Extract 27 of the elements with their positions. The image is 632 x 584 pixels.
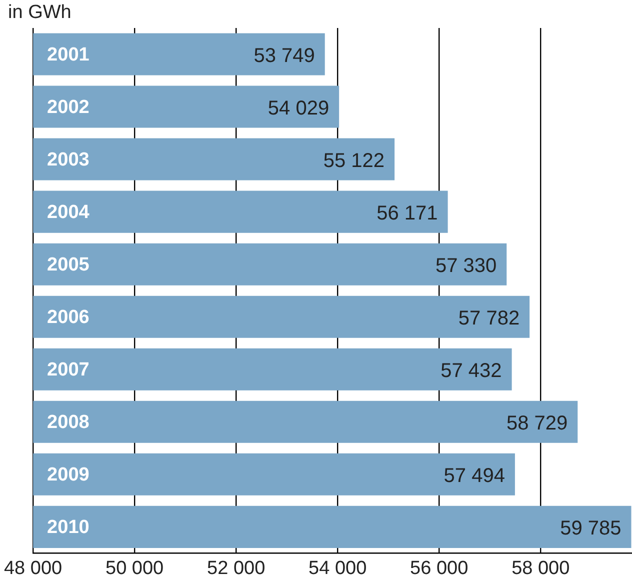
- y-tick-label: 2004: [47, 202, 90, 224]
- data-label: 57 330: [435, 254, 497, 277]
- x-tick-label: 58 000: [512, 558, 570, 579]
- y-tick-label: 2010: [47, 517, 90, 538]
- data-label: 53 749: [254, 44, 315, 67]
- y-tick-label: 2006: [47, 307, 90, 328]
- data-label: 59 785: [560, 517, 622, 540]
- y-tick-label: 2008: [47, 412, 90, 434]
- y-tick-label: 2003: [47, 150, 90, 171]
- y-tick-label: 2005: [47, 254, 90, 276]
- x-tick-label: 50 000: [106, 558, 164, 579]
- x-axis-title: in GWh: [8, 2, 72, 24]
- x-tick-label: 52 000: [207, 558, 266, 579]
- data-label: 57 494: [444, 464, 505, 487]
- x-tick-label: 54 000: [308, 558, 367, 579]
- y-tick-label: 2007: [47, 360, 90, 381]
- x-tick-label: 48 000: [4, 558, 62, 579]
- y-tick-label: 2009: [47, 464, 90, 486]
- y-tick-label: 2001: [47, 44, 90, 66]
- y-tick-label: 2002: [47, 97, 90, 118]
- x-tick-label: 56 000: [410, 558, 468, 579]
- data-label: 57 782: [458, 307, 520, 330]
- data-label: 57 432: [440, 360, 502, 382]
- data-label: 56 171: [376, 202, 438, 224]
- data-label: 58 729: [506, 412, 568, 434]
- data-label: 54 029: [268, 97, 330, 120]
- data-label: 55 122: [323, 150, 385, 172]
